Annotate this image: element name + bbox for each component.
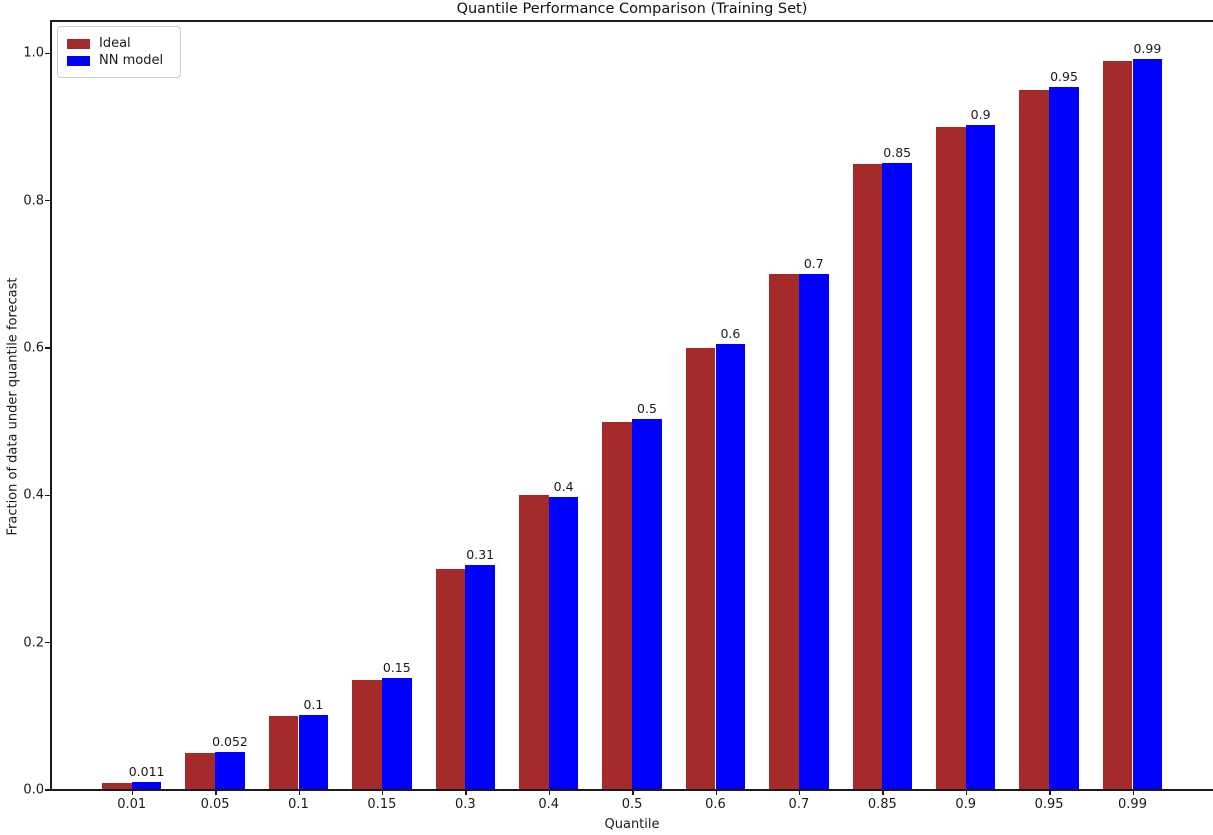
x-tick-label: 0.6 xyxy=(705,797,726,812)
y-tick-label: 0.6 xyxy=(23,340,44,356)
legend-label-nn-model: NN model xyxy=(99,53,164,68)
x-tick-mark xyxy=(965,790,968,795)
bar-value-label: 0.6 xyxy=(720,326,741,342)
bar-nn-model xyxy=(965,124,996,790)
y-tick-mark xyxy=(45,347,50,349)
bar-value-label: 0.95 xyxy=(1050,68,1078,84)
bar-value-label: 0.7 xyxy=(803,256,824,272)
x-tick-label: 0.3 xyxy=(454,797,476,812)
bar-value-label: 0.99 xyxy=(1133,40,1162,56)
legend: Ideal NN model xyxy=(57,26,181,78)
y-tick-mark xyxy=(45,641,50,644)
legend-swatch-nn-model xyxy=(67,55,90,66)
bar-nn-model xyxy=(798,274,829,790)
x-tick-label: 0.85 xyxy=(867,797,897,812)
bar-nn-model xyxy=(298,714,329,790)
bar-nn-model xyxy=(1132,58,1163,790)
x-tick-mark xyxy=(1132,790,1134,795)
left-spine xyxy=(50,20,52,790)
x-tick-label: 0.5 xyxy=(621,797,643,812)
x-tick-label: 0.01 xyxy=(117,797,147,812)
y-tick-mark xyxy=(45,789,50,791)
bar-value-label: 0.5 xyxy=(637,400,657,416)
legend-entry-nn-model: NN model xyxy=(67,53,170,68)
bar-nn-model xyxy=(632,418,662,790)
y-tick-label: 1.0 xyxy=(23,45,44,61)
bottom-spine xyxy=(50,789,1213,791)
bar-nn-model xyxy=(1049,86,1079,790)
legend-entry-ideal: Ideal xyxy=(67,36,170,51)
bar-nn-model xyxy=(131,781,162,790)
bar-ideal xyxy=(1019,90,1050,790)
y-tick-label: 0.4 xyxy=(23,487,44,503)
x-tick-mark xyxy=(215,790,217,795)
bar-nn-model xyxy=(715,344,746,790)
x-tick-label: 0.99 xyxy=(1118,797,1147,812)
x-tick-label: 0.4 xyxy=(538,797,560,812)
bar-ideal xyxy=(268,716,299,790)
x-tick-label: 0.1 xyxy=(288,797,309,812)
bar-ideal xyxy=(602,421,633,790)
bar-ideal xyxy=(185,753,216,790)
bar-ideal xyxy=(935,127,966,790)
bar-ideal xyxy=(1102,60,1133,790)
bar-ideal xyxy=(352,679,382,790)
bar-ideal xyxy=(435,569,466,790)
x-tick-mark xyxy=(381,790,384,795)
bar-ideal xyxy=(685,348,716,790)
bar-value-label: 0.011 xyxy=(128,763,165,779)
x-tick-mark xyxy=(465,790,467,795)
x-tick-label: 0.95 xyxy=(1034,797,1064,812)
bar-ideal xyxy=(101,782,132,790)
bar-value-label: 0.4 xyxy=(553,478,574,494)
bar-nn-model xyxy=(215,751,245,790)
bar-nn-model xyxy=(381,678,412,790)
bar-nn-model xyxy=(465,564,496,790)
x-tick-mark xyxy=(131,790,134,795)
x-axis-label: Quantile xyxy=(604,817,660,832)
x-tick-label: 0.05 xyxy=(200,797,230,812)
y-tick-mark xyxy=(45,52,50,55)
legend-swatch-ideal xyxy=(67,38,90,49)
bar-value-label: 0.85 xyxy=(883,145,912,161)
plot-area: 0.011 0.052 0.1 0.15 0.31 0.4 0.5 0.6 0.7 0.85 0.9… xyxy=(51,21,1213,790)
x-tick-mark xyxy=(715,790,717,795)
chart-title: Quantile Performance Comparison (Trainin… xyxy=(456,1,808,17)
y-tick-mark xyxy=(45,199,50,202)
y-tick-label: 0.2 xyxy=(23,635,44,651)
x-tick-label: 0.7 xyxy=(788,797,810,812)
bar-value-label: 0.9 xyxy=(970,106,991,122)
bar-ideal xyxy=(769,274,799,790)
bar-nn-model xyxy=(548,496,579,790)
x-tick-mark xyxy=(882,790,884,795)
bar-ideal xyxy=(518,495,549,790)
x-tick-label: 0.15 xyxy=(367,797,397,812)
bar-value-label: 0.15 xyxy=(382,660,411,676)
y-tick-mark xyxy=(45,494,50,497)
bar-ideal xyxy=(852,163,883,790)
x-tick-mark xyxy=(798,790,801,795)
top-spine xyxy=(51,20,1213,22)
x-tick-mark xyxy=(548,790,551,795)
y-tick-label: 0.0 xyxy=(23,782,44,798)
x-tick-label: 0.9 xyxy=(955,797,977,812)
x-tick-mark xyxy=(298,790,300,795)
x-tick-mark xyxy=(632,790,634,795)
bar-value-label: 0.1 xyxy=(303,696,324,712)
bar-value-label: 0.052 xyxy=(212,733,248,749)
x-tick-mark xyxy=(1049,790,1051,795)
y-axis-label: Fraction of data under quantile forecast xyxy=(5,277,21,536)
legend-label-ideal: Ideal xyxy=(99,36,131,51)
y-tick-label: 0.8 xyxy=(23,193,44,209)
bar-value-label: 0.31 xyxy=(466,546,495,562)
bar-nn-model xyxy=(882,163,913,790)
